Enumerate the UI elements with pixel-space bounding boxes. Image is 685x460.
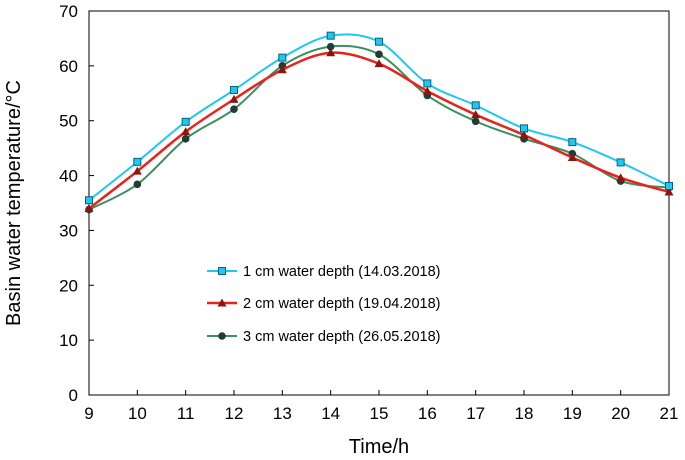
data-point [326,42,335,51]
series-1 [85,31,673,205]
data-point [520,124,528,133]
data-point [423,79,432,88]
data-point [326,48,336,57]
x-axis-title: Time/h [349,436,409,458]
x-tick-label: 16 [418,404,437,423]
y-tick-label: 0 [69,386,78,405]
y-tick-label: 20 [59,276,78,295]
legend-label-1: 1 cm water depth (14.03.2018) [243,264,440,280]
data-point [85,196,93,205]
x-tick-label: 20 [611,404,630,423]
y-tick-label: 70 [59,2,78,21]
data-point [616,173,626,182]
y-tick-label: 50 [59,112,78,131]
legend: 1 cm water depth (14.03.2018) 2 cm water… [207,264,440,345]
series-line-3 [88,44,670,211]
x-axis-ticks: 9 10 11 12 13 14 15 16 17 18 19 20 21 [84,390,678,423]
y-tick-label: 10 [59,331,78,350]
data-point [230,85,238,94]
data-point [181,117,190,126]
data-point [616,158,625,167]
data-point [471,101,480,110]
data-point [181,127,191,136]
series-layer [84,31,674,214]
x-tick-label: 15 [370,404,389,423]
y-tick-label: 40 [59,167,78,186]
x-tick-label: 21 [660,404,679,423]
data-point [133,180,142,189]
legend-marker-1 [218,267,226,275]
x-tick-label: 9 [84,404,93,423]
data-point [664,187,674,196]
y-tick-label: 60 [59,57,78,76]
series-2 [84,48,674,212]
data-point [278,53,287,62]
y-axis-title: Basin water temperature/°C [3,80,25,326]
data-point [229,94,239,103]
legend-marker-2 [217,298,227,307]
data-point [181,135,190,143]
data-point [519,130,529,139]
x-tick-label: 10 [128,404,147,423]
data-point [567,152,577,161]
y-tick-label: 30 [59,221,78,240]
data-point [133,157,142,166]
legend-marker-3 [218,332,226,340]
y-axis-ticks: 0 10 20 30 40 50 60 70 [59,2,94,405]
data-point [84,203,94,212]
legend-label-3: 3 cm water depth (26.05.2018) [243,329,440,345]
x-tick-label: 17 [466,404,485,423]
legend-label-2: 2 cm water depth (19.04.2018) [243,296,440,312]
data-point [665,181,673,190]
x-tick-label: 11 [177,404,195,423]
series-3 [85,42,673,214]
data-point [471,117,480,126]
data-point [375,37,383,46]
x-tick-label: 12 [225,404,244,423]
x-tick-label: 14 [321,404,340,423]
data-point [326,31,335,40]
x-tick-label: 13 [273,404,292,423]
data-point [132,166,142,175]
data-point [422,86,432,95]
x-tick-label: 18 [515,404,534,423]
data-point [277,65,287,74]
data-point [230,105,238,113]
data-point [375,50,383,59]
data-point [568,138,577,147]
data-point [471,110,481,119]
data-point [374,59,384,68]
x-tick-label: 19 [563,404,582,423]
